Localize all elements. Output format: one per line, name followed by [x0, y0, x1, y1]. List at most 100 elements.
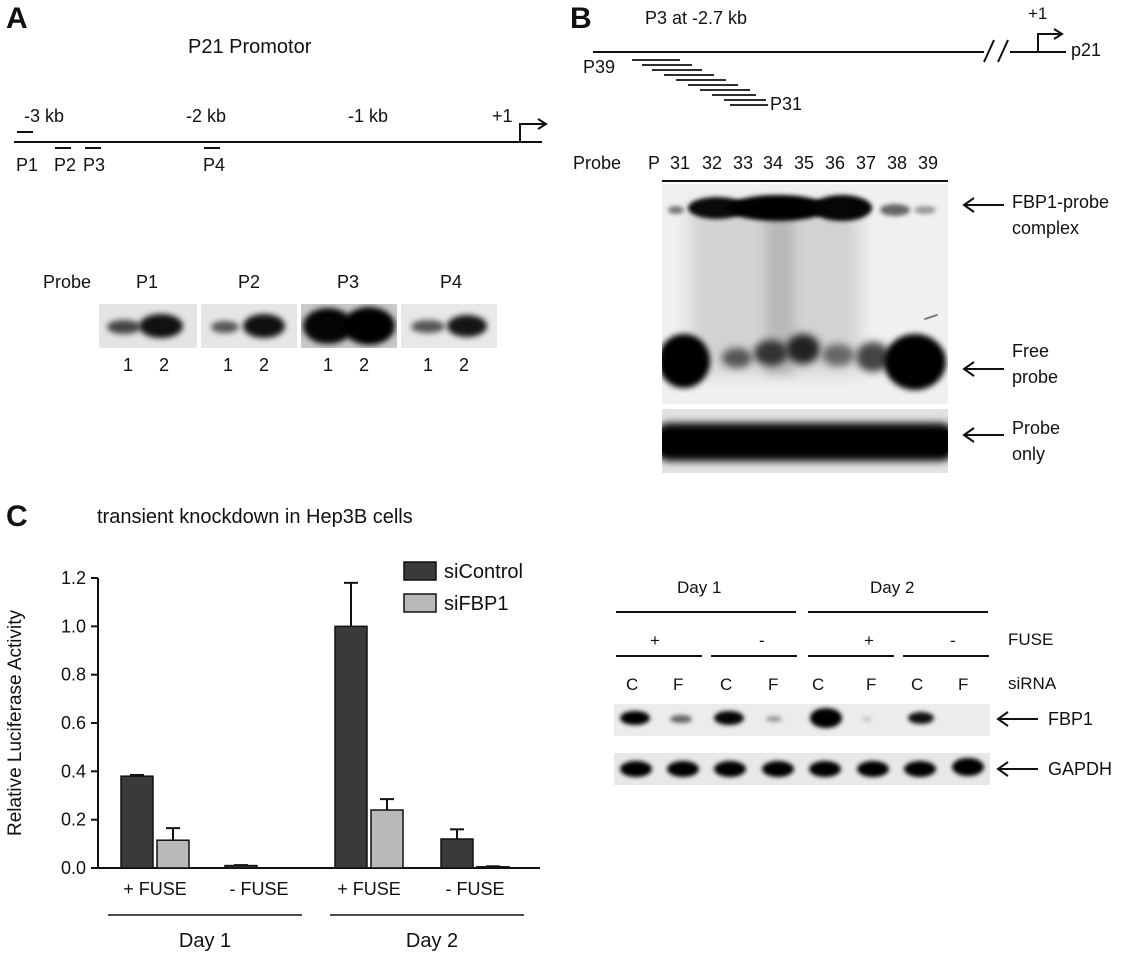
legend-label-sicontrol: siControl: [444, 561, 523, 583]
x-category-label: - FUSE: [445, 879, 504, 899]
x-category-label: + FUSE: [337, 879, 401, 899]
y-tick-label: 0.6: [61, 713, 86, 733]
kb-label-2: -2 kb: [186, 106, 227, 126]
emsa-gel: [662, 184, 948, 404]
lane-2-p4: 2: [459, 355, 470, 375]
gel-a-p3: [301, 304, 397, 348]
free-annotation-line2: probe: [1012, 367, 1059, 387]
gel-a-label-p3: P3: [337, 272, 360, 292]
wb-fuse-1: +: [650, 631, 660, 650]
wb-sirna-6: F: [866, 675, 877, 694]
break-mark-icon: [983, 39, 1010, 63]
complex-annotation-line2: complex: [1012, 218, 1080, 238]
gel-a-p2: [201, 304, 297, 348]
wb-day1-line: [616, 611, 796, 613]
emsa-lane-36: 36: [825, 153, 846, 173]
y-tick-label: 1.2: [61, 568, 86, 588]
bar-sicontrol: [440, 838, 474, 869]
wb-fuse-line-4: [903, 655, 989, 657]
wb-fuse-line-2: [711, 655, 797, 657]
emsa-lane-31: 31: [670, 153, 691, 173]
emsa-lane-underline: [662, 180, 948, 182]
promoter-title: P21 Promotor: [188, 36, 312, 58]
gapdh-arrow-icon: [996, 761, 1038, 777]
wb-sirna-row-label: siRNA: [1008, 674, 1057, 693]
gene-label: p21: [1071, 40, 1102, 60]
legend-swatch-sifbp1: [403, 593, 437, 613]
probe-row-label: Probe: [43, 272, 92, 292]
wb-fuse-line-1: [616, 655, 702, 657]
lane-2-p1: 2: [159, 355, 170, 375]
emsa-lane-37: 37: [856, 153, 877, 173]
y-tick-label: 0.2: [61, 810, 86, 830]
emsa-lane-33: 33: [733, 153, 754, 173]
lane-1-p2: 1: [223, 355, 234, 375]
y-axis-label: Relative Luciferase Activity: [5, 610, 26, 836]
site-mark-p2: [55, 147, 71, 149]
y-tick-label: 1.0: [61, 616, 86, 636]
kb-label-1: -1 kb: [348, 106, 389, 126]
free-probe-arrow-icon: [962, 361, 1004, 377]
lane-1-p3: 1: [323, 355, 334, 375]
emsa-lane-p: P: [648, 153, 661, 173]
panel-label-c: C: [6, 500, 28, 533]
bar-sifbp1: [370, 809, 404, 869]
tss-label: +1: [492, 106, 513, 126]
fbp1-arrow-icon: [996, 711, 1038, 727]
wb-sirna-8: F: [958, 675, 969, 694]
wb-fuse-2: -: [759, 631, 765, 650]
chart-title: transient knockdown in Hep3B cells: [97, 506, 413, 528]
y-tick-label: 0.0: [61, 858, 86, 878]
site-mark-p3: [85, 147, 101, 149]
probe-p39-label: P39: [583, 57, 616, 77]
site-label-p4: P4: [203, 155, 226, 175]
wb-day2-label: Day 2: [870, 578, 915, 597]
panel-label-b: B: [570, 2, 592, 35]
wb-sirna-3: C: [720, 675, 733, 694]
p21-tss-arrow-icon: [1037, 28, 1064, 51]
complex-annotation-line1: FBP1-probe: [1012, 192, 1110, 212]
only-annotation-line2: only: [1012, 444, 1046, 464]
only-annotation-line1: Probe: [1012, 418, 1061, 438]
wb-sirna-4: F: [768, 675, 779, 694]
group-label-day1: Day 1: [179, 930, 231, 952]
site-label-p3: P3: [83, 155, 106, 175]
bar-sicontrol: [334, 625, 368, 869]
bar-sifbp1: [156, 839, 190, 869]
wb-fuse-3: +: [864, 631, 874, 650]
overlapping-probes: [632, 59, 768, 106]
wb-fuse-row-label: FUSE: [1008, 630, 1054, 649]
lane-1-p1: 1: [123, 355, 134, 375]
panel-label-a: A: [6, 2, 28, 35]
probe-only-arrow-icon: [962, 427, 1004, 443]
x-category-label: + FUSE: [123, 879, 187, 899]
wb-fuse-4: -: [950, 631, 956, 650]
lane-2-p3: 2: [359, 355, 370, 375]
emsa-lane-32: 32: [702, 153, 723, 173]
complex-arrow-icon: [962, 197, 1004, 213]
wb-gapdh-blot: [614, 753, 990, 785]
kb-label-3: -3 kb: [24, 106, 65, 126]
wb-fbp1-blot: [614, 704, 990, 736]
wb-day1-label: Day 1: [677, 578, 722, 597]
site-mark-p1: [17, 131, 33, 133]
emsa-probe-label: Probe: [573, 153, 622, 173]
y-tick-label: 0.4: [61, 761, 86, 781]
gel-a-p4: [401, 304, 497, 348]
gel-a-p1: [99, 304, 197, 348]
gel-a-label-p2: P2: [238, 272, 261, 292]
site-mark-p4: [204, 147, 220, 149]
p21-map-line: [593, 51, 1066, 53]
emsa-lane-34: 34: [763, 153, 784, 173]
gel-a-label-p4: P4: [440, 272, 463, 292]
free-annotation-line1: Free: [1012, 341, 1050, 361]
p3-position-label: P3 at -2.7 kb: [645, 8, 748, 28]
p21-tss-label: +1: [1028, 4, 1048, 23]
emsa-lane-38: 38: [887, 153, 908, 173]
lane-1-p4: 1: [423, 355, 434, 375]
site-label-p1: P1: [16, 155, 39, 175]
emsa-lane-35: 35: [794, 153, 815, 173]
x-category-label: - FUSE: [229, 879, 288, 899]
wb-sirna-7: C: [911, 675, 924, 694]
wb-day2-line: [808, 611, 988, 613]
